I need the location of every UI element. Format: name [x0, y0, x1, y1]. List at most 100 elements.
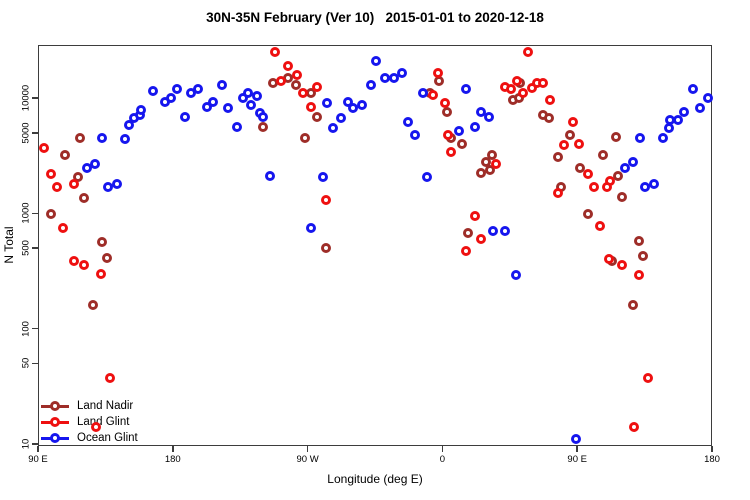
data-point-ocean_glint [148, 86, 159, 97]
y-tick-label: 1000 [20, 202, 32, 224]
data-point-land_glint [461, 246, 472, 257]
data-point-land_nadir [97, 237, 108, 248]
legend: Land Nadir Land Glint Ocean Glint [41, 398, 138, 446]
legend-label: Ocean Glint [77, 432, 138, 444]
data-point-ocean_glint [648, 178, 659, 189]
data-point-land_glint [603, 254, 614, 265]
data-point-ocean_glint [166, 93, 177, 104]
data-point-land_glint [629, 422, 640, 433]
data-point-ocean_glint [672, 114, 683, 125]
data-point-land_glint [588, 181, 599, 192]
data-point-land_glint [522, 47, 533, 58]
legend-label: Land Nadir [77, 400, 134, 412]
data-point-land_glint [506, 84, 517, 94]
data-point-land_nadir [611, 132, 622, 142]
data-point-land_glint [305, 101, 316, 112]
y-tick-mark [32, 327, 38, 330]
data-point-land_glint [552, 188, 563, 199]
data-point-land_glint [512, 76, 523, 87]
data-point-ocean_glint [179, 112, 190, 123]
data-point-ocean_glint [678, 106, 689, 117]
data-point-land_glint [68, 178, 79, 189]
data-point-land_glint [476, 233, 487, 244]
data-point-land_glint [104, 373, 115, 384]
data-point-land_glint [275, 76, 286, 87]
data-point-ocean_glint [627, 156, 638, 167]
data-point-ocean_glint [476, 106, 487, 117]
y-tick-mark [32, 443, 38, 445]
data-point-land_nadir [101, 253, 112, 264]
data-point-ocean_glint [470, 122, 481, 133]
x-tick-mark [37, 446, 39, 452]
data-point-land_glint [545, 95, 556, 106]
data-point-ocean_glint [371, 55, 382, 66]
data-point-ocean_glint [89, 158, 100, 169]
land-glint-marker-icon [41, 417, 69, 427]
legend-label: Land Glint [77, 416, 130, 428]
y-tick-label: 10 [20, 438, 32, 450]
data-point-land_nadir [257, 122, 268, 133]
plot-border-box [38, 45, 712, 446]
ocean-glint-marker-icon [41, 433, 69, 443]
data-point-land_nadir [311, 112, 322, 123]
chart-title: 30N-35N February (Ver 10) 2015-01-01 to … [206, 10, 544, 25]
data-point-land_nadir [320, 243, 331, 254]
data-point-land_nadir [552, 151, 563, 162]
data-point-land_nadir [59, 150, 70, 161]
data-point-land_nadir [617, 191, 628, 202]
data-point-land_glint [470, 210, 481, 221]
data-point-ocean_glint [242, 88, 253, 99]
data-point-land_glint [432, 68, 443, 79]
data-point-ocean_glint [251, 90, 262, 101]
data-point-ocean_glint [347, 103, 358, 114]
x-tick-mark [306, 446, 309, 452]
data-point-land_glint [642, 373, 653, 384]
y-tick-label: 500 [20, 240, 32, 257]
data-point-ocean_glint [217, 79, 228, 90]
y-tick-label: 50 [20, 358, 32, 369]
y-tick-mark [32, 132, 38, 134]
data-point-land_nadir [633, 235, 644, 246]
legend-item-land-glint: Land Glint [41, 414, 138, 430]
y-tick-label: 100 [20, 320, 32, 337]
data-point-land_nadir [543, 113, 554, 124]
data-point-land_nadir [486, 150, 497, 161]
data-point-land_nadir [612, 171, 623, 182]
data-point-ocean_glint [202, 101, 213, 112]
data-point-land_glint [311, 81, 322, 92]
data-point-land_glint [91, 422, 102, 433]
data-point-ocean_glint [335, 113, 346, 124]
data-point-ocean_glint [305, 223, 316, 234]
x-tick-mark [172, 446, 174, 452]
x-tick-label: 180 [164, 454, 181, 465]
data-point-land_nadir [290, 79, 301, 90]
data-point-ocean_glint [103, 181, 114, 192]
data-point-ocean_glint [245, 100, 256, 111]
data-point-land_glint [38, 142, 49, 153]
data-point-ocean_glint [417, 88, 428, 99]
y-tick-mark [32, 247, 38, 249]
x-tick-mark [711, 446, 713, 452]
x-tick-label: 90 W [296, 454, 319, 465]
data-point-land_nadir [582, 208, 593, 219]
data-point-land_glint [298, 88, 309, 99]
x-tick-label: 90 E [28, 454, 48, 465]
x-axis-title: Longitude (deg E) [327, 472, 423, 486]
data-point-ocean_glint [380, 72, 391, 83]
data-point-ocean_glint [570, 434, 581, 445]
y-tick-mark [32, 212, 38, 215]
data-point-ocean_glint [328, 123, 339, 134]
data-point-ocean_glint [453, 125, 464, 136]
x-tick-label: 90 E [567, 454, 587, 465]
x-tick-mark [441, 446, 444, 452]
data-point-land_glint [68, 255, 79, 266]
data-point-land_nadir [88, 300, 99, 311]
data-point-ocean_glint [695, 103, 706, 114]
data-point-ocean_glint [410, 129, 421, 140]
data-point-land_glint [558, 140, 569, 151]
data-point-ocean_glint [402, 117, 413, 128]
data-point-land_nadir [476, 167, 487, 178]
data-point-ocean_glint [97, 133, 108, 144]
data-point-land_nadir [638, 250, 649, 261]
